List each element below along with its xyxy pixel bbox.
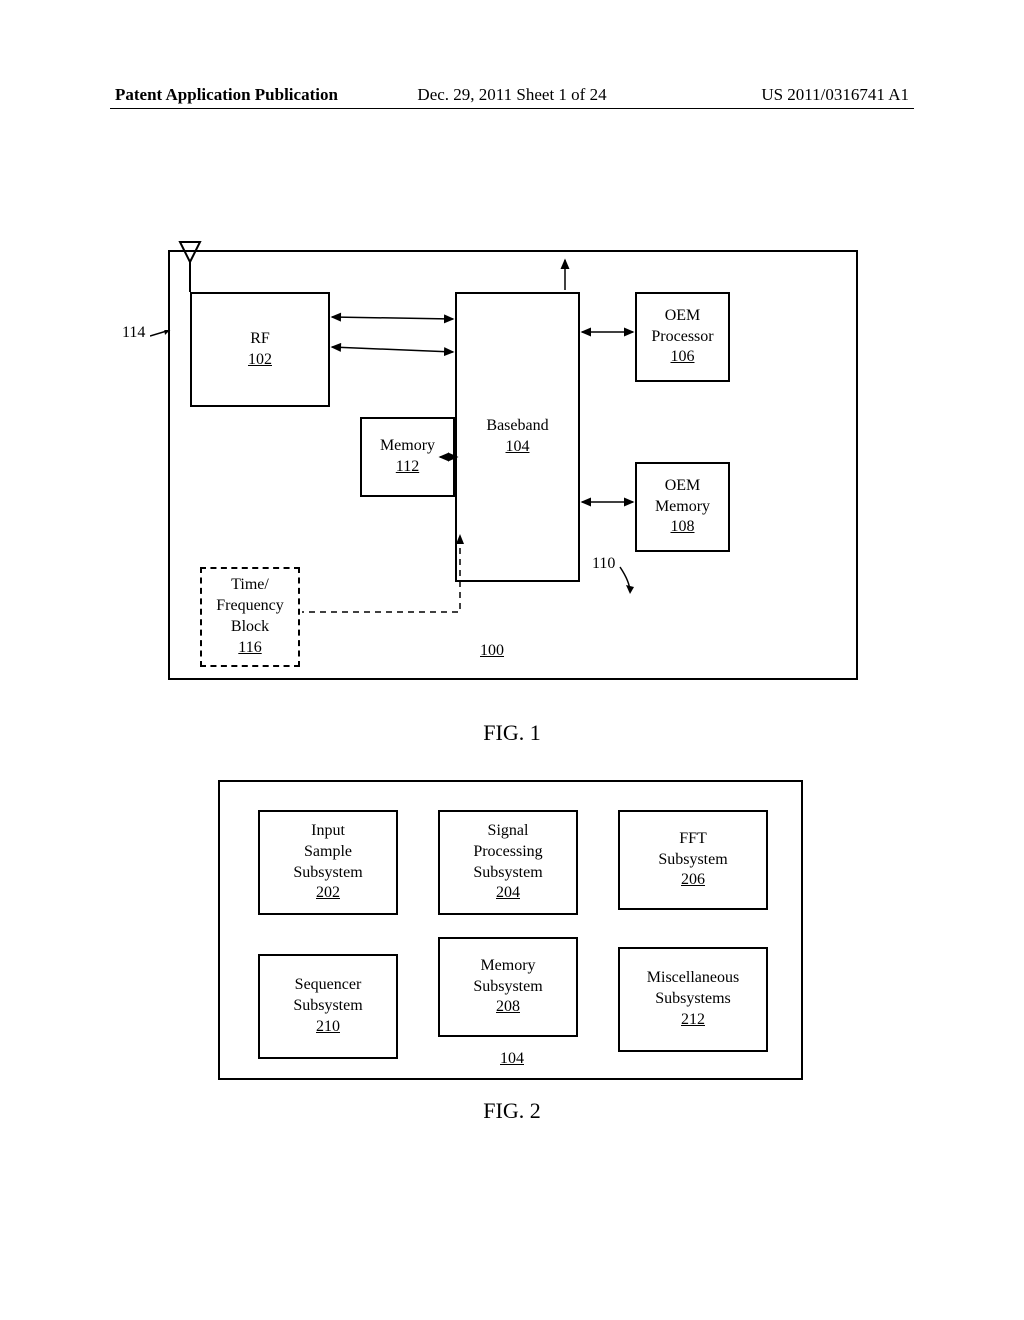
memory-block: Memory 112	[360, 417, 455, 497]
label-text: 114	[122, 324, 145, 341]
sp-num: 204	[496, 883, 520, 904]
seq-num: 210	[316, 1017, 340, 1038]
tf-l3: Block	[231, 617, 269, 638]
reference-label-110: 110	[592, 555, 615, 573]
memory-num: 112	[396, 457, 419, 478]
rf-block: RF 102	[190, 292, 330, 407]
seq-l2: Subsystem	[293, 996, 362, 1017]
fft-l2: Subsystem	[658, 850, 727, 871]
time-frequency-block: Time/ Frequency Block 116	[200, 567, 300, 667]
header-left: Patent Application Publication	[115, 85, 338, 105]
rf-label: RF	[250, 329, 270, 350]
baseband-label: Baseband	[486, 416, 548, 437]
memory-baseband-arrow	[455, 450, 465, 464]
figure-2-caption: FIG. 2	[0, 1098, 1024, 1124]
is-l3: Subsystem	[293, 863, 362, 884]
figure-1-container: 114 RF 102 Baseband 104 Memory 112 OEM P…	[168, 250, 858, 680]
sp-l1: Signal	[488, 821, 529, 842]
figure-1-caption: FIG. 1	[0, 720, 1024, 746]
tf-l2: Frequency	[216, 596, 284, 617]
input-sample-block: Input Sample Subsystem 202	[258, 810, 398, 915]
fft-block: FFT Subsystem 206	[618, 810, 768, 910]
tf-l1: Time/	[231, 575, 269, 596]
memory-label: Memory	[380, 436, 435, 457]
sequencer-block: Sequencer Subsystem 210	[258, 954, 398, 1059]
ms-l1: Memory	[480, 956, 535, 977]
misc-l2: Subsystems	[655, 989, 731, 1010]
oemmem-l2: Memory	[655, 497, 710, 518]
rf-num: 102	[248, 350, 272, 371]
oemproc-l1: OEM	[665, 306, 701, 327]
signal-processing-block: Signal Processing Subsystem 204	[438, 810, 578, 915]
reference-label-104: 104	[500, 1050, 524, 1068]
baseband-block: Baseband 104	[455, 292, 580, 582]
header-right: US 2011/0316741 A1	[761, 85, 909, 105]
sp-l3: Subsystem	[473, 863, 542, 884]
reference-label-114: 114	[122, 324, 145, 342]
misc-l1: Miscellaneous	[647, 968, 739, 989]
fft-num: 206	[681, 870, 705, 891]
seq-l1: Sequencer	[295, 975, 362, 996]
ms-num: 208	[496, 997, 520, 1018]
reference-label-100: 100	[480, 642, 504, 660]
tf-num: 116	[238, 638, 261, 659]
ms-l2: Subsystem	[473, 977, 542, 998]
header-divider	[110, 108, 914, 109]
fft-l1: FFT	[679, 829, 707, 850]
oem-memory-block: OEM Memory 108	[635, 462, 730, 552]
is-l2: Sample	[304, 842, 352, 863]
sp-l2: Processing	[473, 842, 542, 863]
oemproc-l2: Processor	[651, 327, 713, 348]
misc-subsystems-block: Miscellaneous Subsystems 212	[618, 947, 768, 1052]
oemmem-l1: OEM	[665, 476, 701, 497]
page-header: Patent Application Publication Dec. 29, …	[0, 85, 1024, 105]
memory-subsystem-block: Memory Subsystem 208	[438, 937, 578, 1037]
oemmem-num: 108	[671, 517, 695, 538]
header-center: Dec. 29, 2011 Sheet 1 of 24	[417, 85, 606, 105]
oem-processor-block: OEM Processor 106	[635, 292, 730, 382]
oemproc-num: 106	[671, 347, 695, 368]
baseband-num: 104	[506, 437, 530, 458]
figure-2-container: Input Sample Subsystem 202 Signal Proces…	[218, 780, 803, 1080]
is-l1: Input	[311, 821, 345, 842]
misc-num: 212	[681, 1010, 705, 1031]
is-num: 202	[316, 883, 340, 904]
